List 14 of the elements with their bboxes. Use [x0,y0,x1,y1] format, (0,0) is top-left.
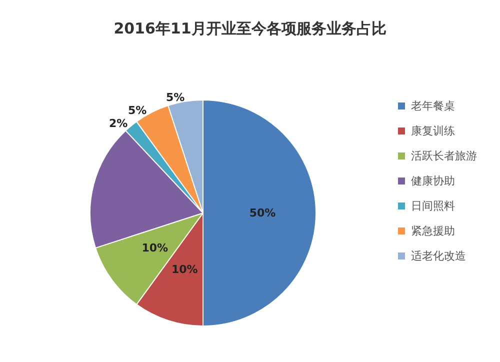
legend-label: 活跃长者旅游 [411,150,477,162]
data-label: 5% [128,104,147,117]
chart-title: 2016年11月开业至今各项服务业务占比 [114,20,386,38]
data-label: 50% [249,206,276,220]
data-label: 2% [109,116,128,130]
data-label: 5% [166,90,185,104]
legend-label: 健康协助 [411,174,455,188]
legend-label: 康复训练 [411,124,455,138]
legend-label: 日间照料 [411,200,455,212]
legend-label: 老年餐桌 [411,100,455,112]
legend-label: 适老化改造 [411,250,466,262]
data-label: 10% [171,263,198,276]
data-label: 10% [142,241,168,254]
legend-label: 紧急援助 [411,224,455,238]
